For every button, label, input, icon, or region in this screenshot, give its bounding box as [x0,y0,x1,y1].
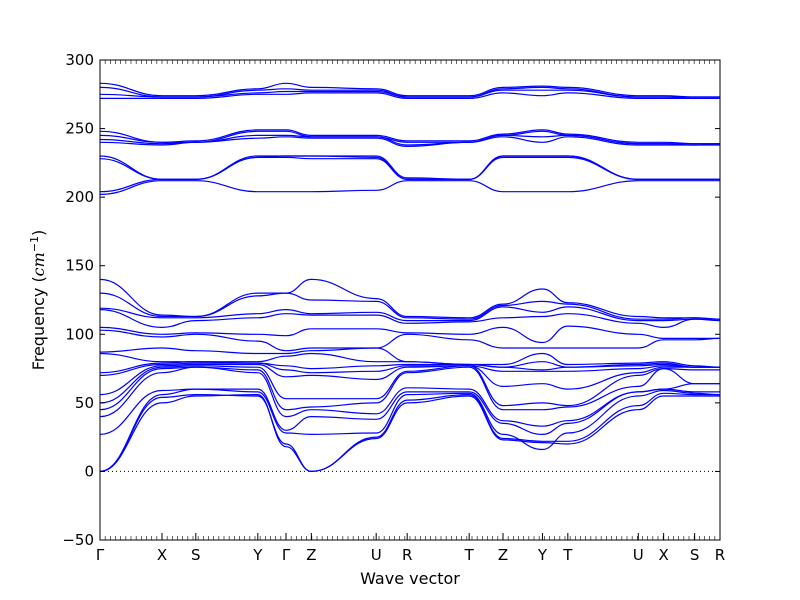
band-line-7 [99,365,720,407]
x-tick-label: Z [306,546,316,564]
x-tick-label: R [715,546,725,564]
band-line-13 [99,329,721,352]
y-tick-label: 200 [65,188,94,206]
x-tick-label: Γ [282,546,291,564]
y-tick-label: 50 [75,394,94,412]
band-line-27 [99,92,720,100]
x-tick-label: Z [498,546,508,564]
x-tick-label: S [690,546,700,564]
band-line-16 [99,306,720,322]
x-tick-label: R [402,546,412,564]
y-tick-label: 300 [65,51,94,69]
band-line-26 [99,129,720,145]
x-axis-label: Wave vector [360,569,460,588]
x-tick-label: T [562,546,573,564]
band-line-14 [99,325,720,344]
y-tick-label: 0 [84,462,94,480]
band-line-18 [99,278,721,320]
band-line-12 [99,347,721,368]
band-line-1 [99,393,720,473]
band-line-2 [99,392,720,473]
y-axis-label-prefix: Frequency ( [29,276,48,370]
y-tick-label: 100 [65,325,94,343]
band-line-6 [99,366,720,411]
x-tick-label: Y [537,546,548,564]
y-axis-label-exponent: −1 [28,236,41,252]
band-line-25 [99,130,720,145]
band-line-9 [99,362,720,376]
y-tick-label: 250 [65,120,94,138]
x-tick-label: X [658,546,668,564]
band-lines [99,82,721,473]
band-line-8 [99,363,720,396]
y-tick-label: 150 [65,257,94,275]
y-axis-ticks: −50 0 50 100 150 200 250 300 [62,51,720,549]
x-tick-label: U [633,546,644,564]
band-line-19 [99,180,720,195]
band-line-15 [99,309,721,329]
band-line-23 [99,136,720,148]
x-tick-label: S [191,546,201,564]
y-axis-label: Frequency (cm−1) [28,230,49,371]
band-line-30 [99,82,720,98]
x-tick-label: X [157,546,167,564]
x-tick-label: T [464,546,475,564]
y-axis-label-unit: cm [29,252,48,276]
y-axis-label-suffix: ) [29,230,48,236]
x-tick-label: Y [252,546,263,564]
x-tick-label: Γ [96,546,105,564]
x-tick-label: U [371,546,382,564]
band-line-17 [99,292,721,320]
band-line-22 [99,155,720,180]
y-tick-label: −50 [62,531,94,549]
band-line-29 [99,86,720,98]
